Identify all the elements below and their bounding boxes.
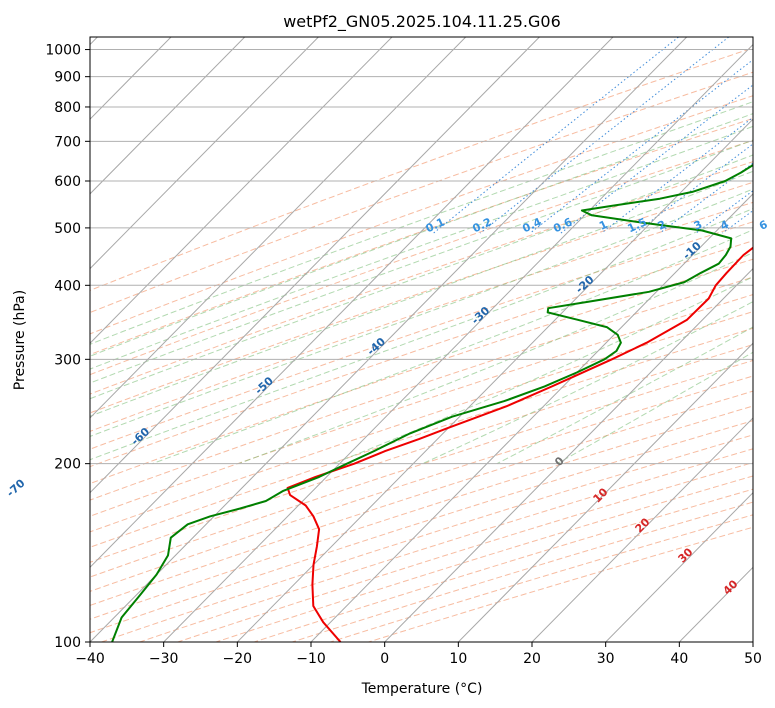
moist-adiabat: [152, 229, 753, 465]
isotherm: [90, 37, 541, 494]
dry-adiabat: [90, 117, 753, 356]
y-tick-label: 500: [54, 221, 81, 237]
isotherm: [90, 37, 467, 419]
data-series: [111, 163, 753, 642]
dry-adiabat: [90, 375, 753, 592]
y-tick-label: 600: [54, 174, 81, 190]
isotherm: [90, 37, 688, 642]
x-tick-label: −40: [75, 651, 105, 667]
grid-lines: [90, 49, 753, 642]
y-tick-label: 700: [54, 134, 81, 150]
dry-adiabat: [90, 327, 753, 548]
dry-adiabat: [90, 258, 753, 485]
mixing-ratio-line: [560, 84, 753, 234]
background-lines: [90, 37, 753, 642]
x-axis-title: Temperature (°C): [361, 681, 483, 697]
x-tick-label: 40: [670, 651, 688, 667]
y-tick-label: 900: [54, 70, 81, 86]
isotherm: [310, 193, 753, 642]
isotherm: [384, 267, 753, 642]
isotherm: [236, 118, 753, 642]
y-axis: 1000 900 800 700 600 500 400 300 200 100: [45, 43, 90, 651]
mixing-ratio-line: [659, 162, 753, 234]
mixing-ratio-line: [601, 116, 753, 234]
moist-adiabat: [90, 139, 753, 384]
moist-adiabat: [90, 170, 753, 417]
moist-adiabat: [238, 252, 753, 465]
x-tick-label: −30: [149, 651, 179, 667]
temperature-line: [286, 246, 753, 642]
x-tick-label: 0: [380, 651, 389, 667]
y-tick-label: 200: [54, 457, 81, 473]
dry-adiabat: [90, 201, 753, 432]
plot-frame: [89, 36, 754, 643]
moist-adiabat: [496, 326, 753, 465]
isotherm: [90, 37, 393, 344]
y-axis-title: Pressure (hPa): [12, 290, 28, 390]
dewpoint-line: [111, 163, 753, 642]
dry-adiabat: [90, 311, 753, 533]
isotherm: [90, 37, 614, 569]
isotherm: [90, 37, 320, 270]
isotherm: [90, 37, 246, 195]
moist-adiabat: [90, 208, 753, 461]
dry-adiabat: [90, 276, 753, 501]
isotherm: [163, 43, 753, 642]
x-tick-label: −20: [223, 651, 253, 667]
x-tick-label: 10: [449, 651, 467, 667]
x-tick-label: −10: [296, 651, 326, 667]
x-tick-label: 30: [597, 651, 615, 667]
isotherm: [531, 417, 753, 642]
y-tick-label: 1000: [45, 43, 81, 59]
y-tick-label: 400: [54, 278, 81, 294]
dry-adiabat: [90, 161, 753, 395]
dry-adiabat: [90, 221, 753, 450]
isotherm: [457, 342, 753, 642]
y-tick-label: 300: [54, 352, 81, 368]
x-tick-label: 20: [523, 651, 541, 667]
chart-title: wetPf2_GN05.2025.104.11.25.G06: [283, 12, 561, 32]
moist-adiabat: [422, 301, 753, 465]
x-tick-label: 50: [744, 651, 762, 667]
mixing-ratio-line: [433, 37, 680, 234]
isotherm: [605, 491, 753, 642]
y-tick-label: 100: [54, 635, 81, 651]
dry-adiabat: [90, 139, 753, 376]
y-tick-label: 800: [54, 100, 81, 116]
x-axis: −40 −30 −20 −10 0 10 20 30 40 50: [75, 642, 762, 667]
dry-adiabat: [90, 47, 753, 291]
